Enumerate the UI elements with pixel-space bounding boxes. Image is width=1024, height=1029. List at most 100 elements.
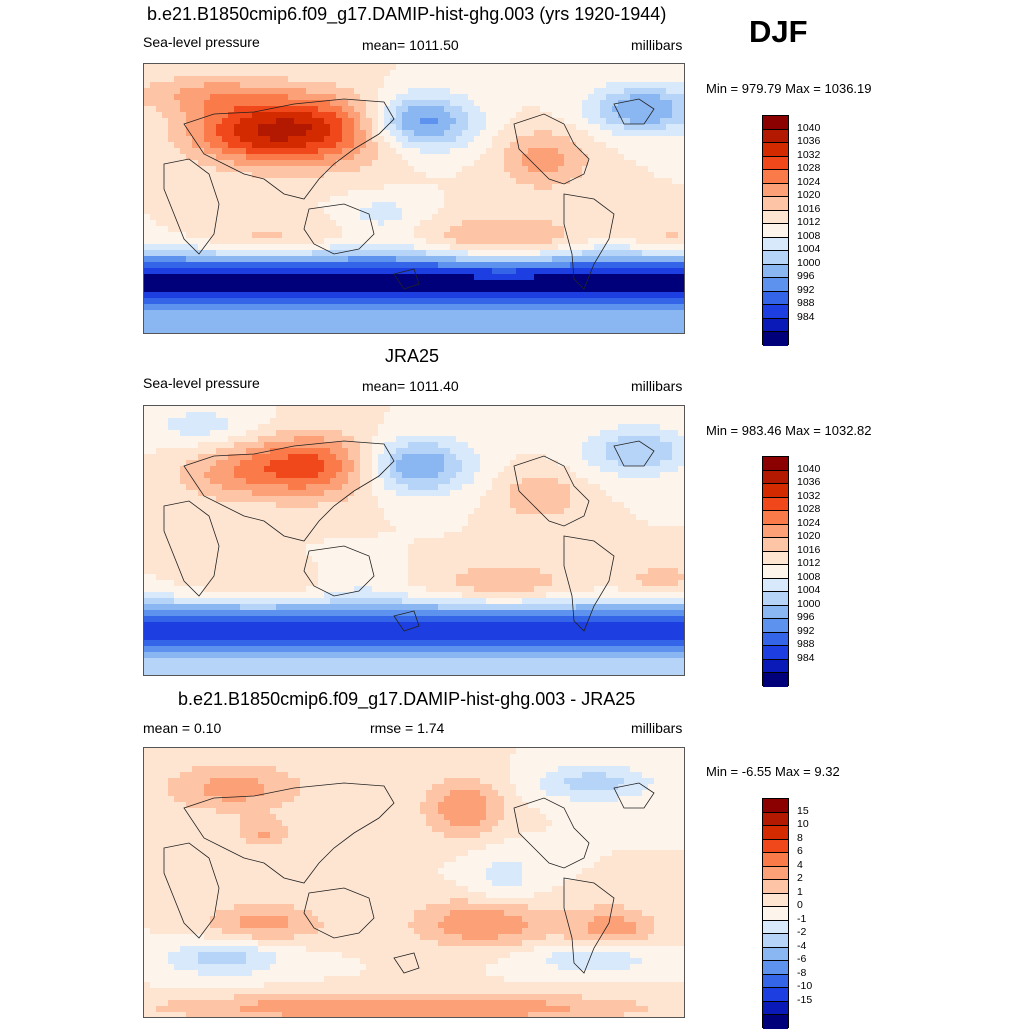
colorbar-swatch — [763, 292, 788, 306]
colorbar-tick-label: 1000 — [797, 598, 820, 610]
colorbar-tick-label: 996 — [797, 270, 815, 282]
colorbar-swatch — [763, 457, 788, 471]
colorbar-swatch — [763, 130, 788, 144]
colorbar-tick-label: -6 — [797, 953, 806, 965]
panel-3-colorbar — [762, 798, 789, 1028]
colorbar-tick-label: 1016 — [797, 203, 820, 215]
panel-2-title: JRA25 — [385, 346, 439, 367]
colorbar-swatch — [763, 579, 788, 593]
colorbar-swatch — [763, 619, 788, 633]
colorbar-tick-label: 984 — [797, 311, 815, 323]
panel-3-center-label: rmse = 1.74 — [370, 720, 444, 736]
colorbar-swatch — [763, 813, 788, 827]
map-field-svg — [144, 64, 684, 333]
colorbar-swatch — [763, 921, 788, 935]
colorbar-swatch — [763, 840, 788, 854]
colorbar-tick-label: 0 — [797, 899, 803, 911]
map-field-svg — [144, 748, 684, 1017]
colorbar-swatch — [763, 552, 788, 566]
panel-1-colorbar — [762, 115, 789, 345]
colorbar-swatch — [763, 853, 788, 867]
colorbar-swatch — [763, 606, 788, 620]
colorbar-swatch — [763, 867, 788, 881]
colorbar-swatch — [763, 592, 788, 606]
colorbar-swatch — [763, 184, 788, 198]
panel-3-map — [143, 747, 685, 1018]
panel-2-map — [143, 405, 685, 676]
colorbar-swatch — [763, 948, 788, 962]
colorbar-swatch — [763, 894, 788, 908]
colorbar-swatch — [763, 332, 788, 346]
panel-3-title: b.e21.B1850cmip6.f09_g17.DAMIP-hist-ghg.… — [178, 689, 635, 710]
panel-1-center-label: mean= 1011.50 — [362, 37, 459, 53]
colorbar-tick-label: 1036 — [797, 135, 820, 147]
colorbar-swatch — [763, 278, 788, 292]
colorbar-swatch — [763, 511, 788, 525]
colorbar-tick-label: 1032 — [797, 149, 820, 161]
season-label: DJF — [749, 14, 808, 50]
colorbar-tick-label: 1004 — [797, 243, 820, 255]
colorbar-tick-label: 8 — [797, 832, 803, 844]
colorbar-swatch — [763, 673, 788, 687]
colorbar-tick-label: 1032 — [797, 490, 820, 502]
panel-1-right-label: millibars — [631, 37, 682, 53]
colorbar-tick-label: -2 — [797, 926, 806, 938]
colorbar-tick-label: -1 — [797, 913, 806, 925]
colorbar-swatch — [763, 471, 788, 485]
colorbar-tick-label: -4 — [797, 940, 806, 952]
colorbar-tick-label: 996 — [797, 611, 815, 623]
colorbar-swatch — [763, 565, 788, 579]
colorbar-swatch — [763, 157, 788, 171]
colorbar-tick-label: 1024 — [797, 176, 820, 188]
colorbar-swatch — [763, 251, 788, 265]
colorbar-swatch — [763, 305, 788, 319]
colorbar-swatch — [763, 170, 788, 184]
colorbar-swatch — [763, 143, 788, 157]
colorbar-swatch — [763, 238, 788, 252]
colorbar-tick-label: -8 — [797, 967, 806, 979]
colorbar-tick-label: 1012 — [797, 557, 820, 569]
colorbar-tick-label: 1024 — [797, 517, 820, 529]
colorbar-swatch — [763, 116, 788, 130]
colorbar-swatch — [763, 826, 788, 840]
colorbar-swatch — [763, 646, 788, 660]
colorbar-tick-label: 1016 — [797, 544, 820, 556]
colorbar-tick-label: 1012 — [797, 216, 820, 228]
panel-1-title: b.e21.B1850cmip6.f09_g17.DAMIP-hist-ghg.… — [147, 4, 666, 25]
colorbar-tick-label: 988 — [797, 638, 815, 650]
colorbar-tick-label: 2 — [797, 872, 803, 884]
colorbar-tick-label: 1004 — [797, 584, 820, 596]
colorbar-tick-label: 15 — [797, 805, 809, 817]
colorbar-tick-label: 1020 — [797, 189, 820, 201]
panel-2-left-label: Sea-level pressure — [143, 375, 260, 391]
colorbar-swatch — [763, 498, 788, 512]
map-field-svg — [144, 406, 684, 675]
colorbar-tick-label: 1000 — [797, 257, 820, 269]
colorbar-swatch — [763, 538, 788, 552]
colorbar-swatch — [763, 1015, 788, 1029]
colorbar-swatch — [763, 197, 788, 211]
colorbar-tick-label: 1028 — [797, 503, 820, 515]
colorbar-tick-label: 4 — [797, 859, 803, 871]
colorbar-tick-label: 988 — [797, 297, 815, 309]
panel-3-right-label: millibars — [631, 720, 682, 736]
panel-2-minmax: Min = 983.46 Max = 1032.82 — [706, 423, 872, 438]
colorbar-swatch — [763, 660, 788, 674]
panel-3-left-label: mean = 0.10 — [143, 720, 221, 736]
colorbar-swatch — [763, 975, 788, 989]
panel-3-minmax: Min = -6.55 Max = 9.32 — [706, 764, 840, 779]
colorbar-tick-label: 1008 — [797, 230, 820, 242]
panel-2-center-label: mean= 1011.40 — [362, 378, 459, 394]
colorbar-tick-label: 992 — [797, 625, 815, 637]
colorbar-swatch — [763, 934, 788, 948]
colorbar-swatch — [763, 319, 788, 333]
colorbar-tick-label: 1036 — [797, 476, 820, 488]
colorbar-swatch — [763, 799, 788, 813]
panel-1-left-label: Sea-level pressure — [143, 34, 260, 50]
colorbar-tick-label: 1040 — [797, 463, 820, 475]
colorbar-tick-label: 1008 — [797, 571, 820, 583]
colorbar-swatch — [763, 211, 788, 225]
colorbar-swatch — [763, 484, 788, 498]
colorbar-swatch — [763, 525, 788, 539]
colorbar-swatch — [763, 880, 788, 894]
